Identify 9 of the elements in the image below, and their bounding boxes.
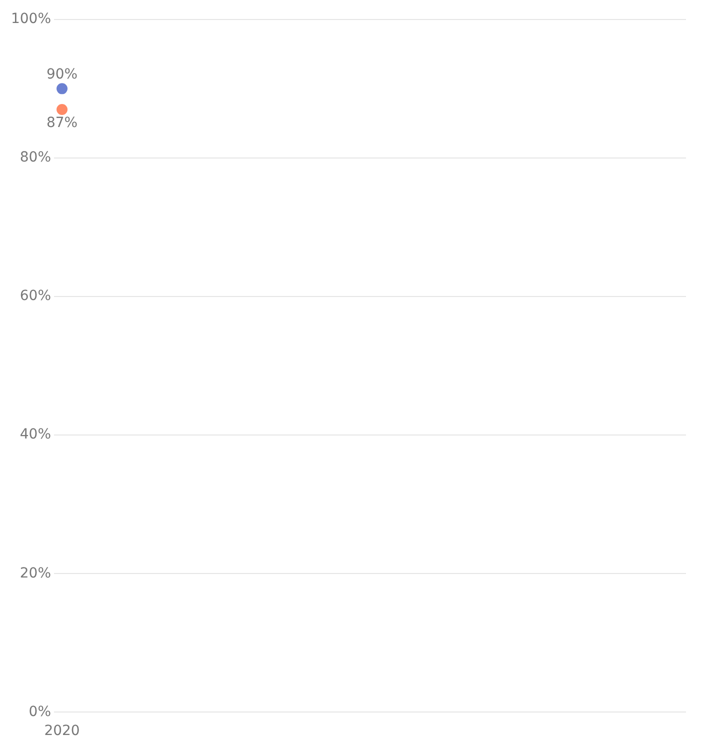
y-tick-label: 40% [20, 426, 52, 443]
y-tick-label: 100% [10, 11, 52, 28]
data-label: 90% [46, 66, 78, 82]
data-label: 87% [46, 115, 78, 132]
y-tick-label: 60% [20, 288, 52, 304]
x-tick-label: 2020 [44, 723, 80, 740]
y-tick-label: 20% [20, 565, 52, 582]
y-tick-label: 0% [28, 704, 52, 720]
y-tick-label: 80% [20, 150, 52, 166]
